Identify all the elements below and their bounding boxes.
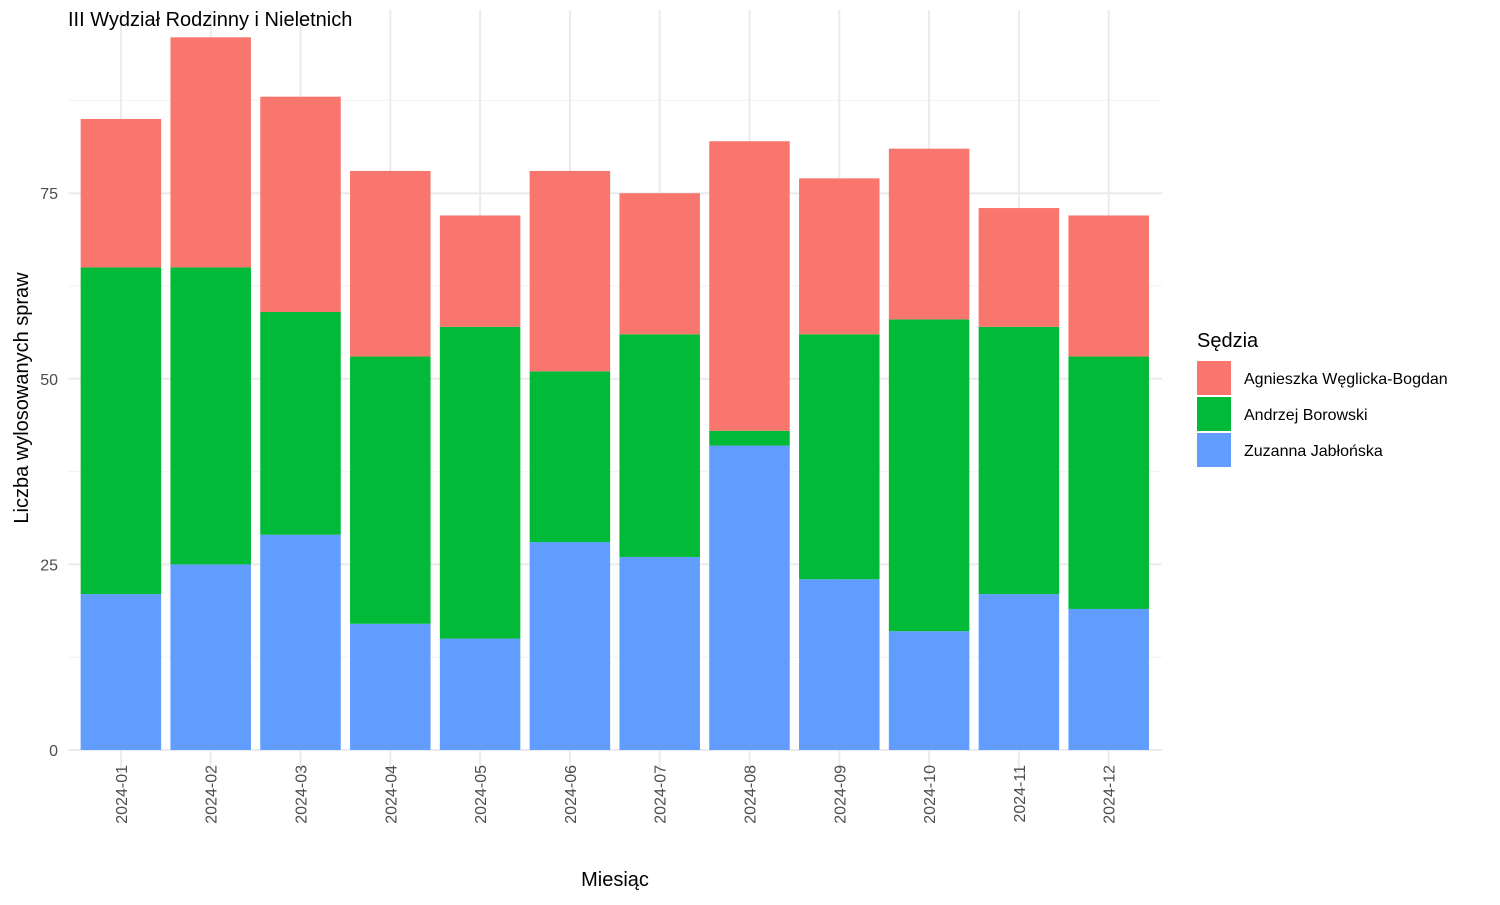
legend-key (1197, 397, 1231, 431)
bar-segment (350, 623, 431, 750)
bar-segment (170, 267, 251, 565)
x-tick-label: 2024-02 (204, 765, 221, 824)
bar-segment (439, 638, 521, 750)
legend-label: Zuzanna Jabłońska (1244, 443, 1383, 460)
x-tick-label: 2024-05 (473, 765, 490, 824)
bar-segment (888, 631, 970, 750)
x-axis-label: Miesiąc (581, 869, 649, 891)
bar-segment (80, 594, 162, 750)
bar-segment (1068, 608, 1149, 750)
bar-segment (529, 371, 611, 543)
x-tick-label: 2024-10 (922, 765, 939, 824)
bar-segment (978, 326, 1060, 595)
chart-title: III Wydział Rodzinny i Nieletnich (68, 9, 352, 31)
x-tick-label: 2024-06 (563, 765, 580, 824)
bar-segment (439, 326, 521, 639)
bar-segment (529, 170, 611, 372)
bar-segment (1068, 215, 1149, 357)
y-tick-label: 50 (40, 372, 58, 389)
bar-segment (799, 178, 880, 335)
bar-segment (170, 564, 251, 750)
x-axis: 2024-01 2024-02 2024-03 2024-04 2024-05 2024-… (114, 765, 1119, 824)
x-tick-label: 2024-07 (653, 765, 670, 824)
legend-label: Andrzej Borowski (1244, 407, 1368, 424)
legend-key (1197, 433, 1231, 467)
legend-label: Agnieszka Węglicka-Bogdan (1244, 371, 1448, 388)
bar-segment (80, 118, 162, 268)
bar-segment (978, 208, 1060, 327)
bars (80, 37, 1149, 750)
bar-segment (709, 445, 790, 750)
bar-segment (350, 356, 431, 624)
bar-segment (170, 37, 251, 268)
legend-key (1197, 361, 1231, 395)
bar-segment (799, 579, 880, 750)
legend-title: Sędzia (1197, 330, 1259, 352)
bar-segment (260, 311, 341, 535)
x-tick-label: 2024-04 (383, 765, 400, 824)
y-tick-label: 25 (40, 557, 58, 574)
x-tick-label: 2024-08 (743, 765, 760, 824)
bar-segment (888, 319, 970, 632)
bar-segment (978, 594, 1060, 750)
y-tick-label: 75 (40, 186, 58, 203)
y-axis-label: Liczba wylosowanych spraw (11, 272, 33, 524)
bar-segment (709, 430, 790, 446)
x-tick-label: 2024-01 (114, 765, 131, 824)
bar-segment (709, 141, 790, 431)
y-axis: 0 25 50 75 (40, 186, 58, 760)
bar-segment (619, 556, 700, 750)
bar-segment (1068, 356, 1149, 609)
bar-segment (260, 96, 341, 312)
bar-segment (619, 334, 700, 557)
bar-segment (80, 267, 162, 595)
x-tick-label: 2024-12 (1102, 765, 1119, 824)
x-tick-label: 2024-09 (832, 765, 849, 824)
bar-segment (619, 193, 700, 335)
bar-segment (888, 148, 970, 320)
x-tick-label: 2024-03 (294, 765, 311, 824)
x-tick-label: 2024-11 (1012, 765, 1029, 823)
bar-segment (350, 170, 431, 357)
legend: Sędzia Agnieszka Węglicka-Bogdan Andrzej … (1197, 330, 1448, 467)
bar-segment (529, 542, 611, 750)
y-tick-label: 0 (49, 743, 58, 760)
bar-segment (439, 215, 521, 327)
bar-segment (260, 534, 341, 750)
bar-segment (799, 334, 880, 580)
